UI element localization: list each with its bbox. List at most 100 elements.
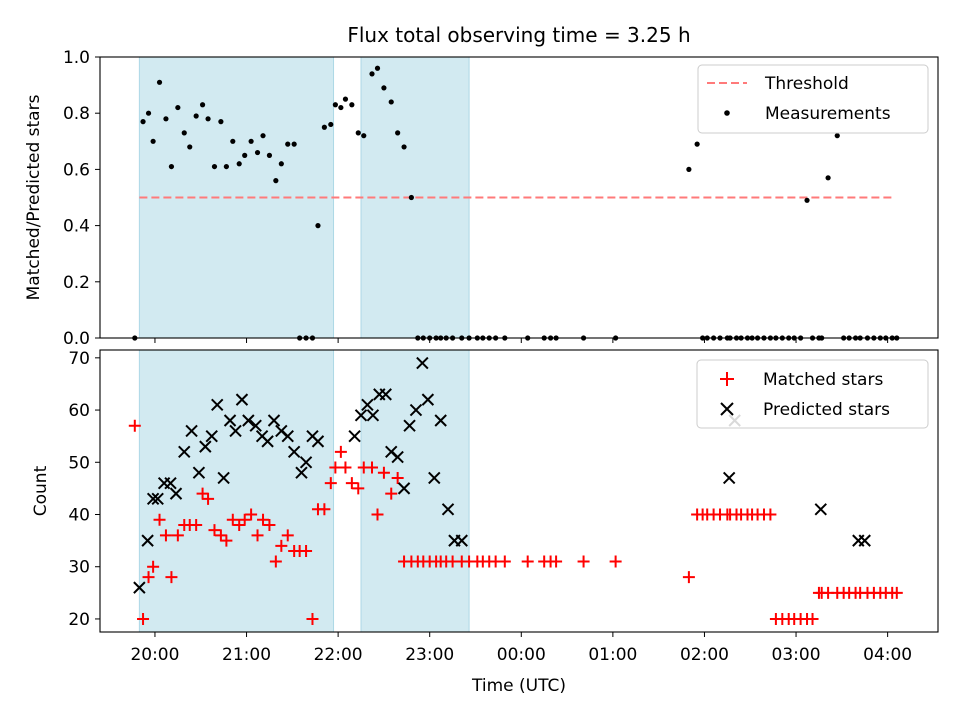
measurements-legend-label: Measurements <box>765 104 891 124</box>
measurement-point <box>834 133 840 139</box>
observing-windows <box>138 349 470 633</box>
predicted-star-point <box>416 356 429 370</box>
matched-star-point <box>281 529 294 542</box>
ratio-y-label: Matched/Predicted stars <box>24 94 44 300</box>
observing-window-band <box>360 349 470 633</box>
x-tick-label: 04:00 <box>863 645 912 665</box>
predicted-star-point <box>229 424 242 438</box>
measurement-point <box>408 194 414 201</box>
measurement-point <box>686 166 692 172</box>
measurement-point <box>254 149 261 156</box>
matched-star-point <box>233 518 246 531</box>
measurement-point <box>374 65 381 71</box>
measurement-point <box>140 119 146 125</box>
matched-star-point <box>366 461 379 474</box>
predicted-star-point <box>366 409 380 422</box>
measurement-point <box>694 141 700 147</box>
predicted-star-point <box>311 435 325 448</box>
y-tick-label: 50 <box>68 453 90 473</box>
matched-star-point <box>202 492 215 505</box>
predicted-legend-label: Predicted stars <box>763 400 890 420</box>
measurement-point <box>187 144 193 150</box>
measurement-point <box>328 121 334 128</box>
y-tick-label: 0.4 <box>63 217 90 237</box>
predicted-star-point <box>814 503 827 516</box>
predicted-star-point <box>722 471 736 485</box>
y-tick-label: 1.0 <box>63 48 90 68</box>
figure-title: Flux total observing time = 3.25 h <box>347 23 690 47</box>
count-legend-box <box>696 359 929 429</box>
measurement-point <box>163 116 169 122</box>
count-y-axis: 20 30 40 50 60 70 <box>68 349 100 630</box>
y-tick-label: 20 <box>68 610 90 630</box>
matched-star-point <box>306 612 319 625</box>
y-tick-label: 40 <box>68 506 90 526</box>
predicted-star-point <box>199 440 212 453</box>
ratio-legend: Threshold Measurements <box>697 64 929 134</box>
matched-star-point <box>300 545 313 558</box>
measurement-point <box>223 163 229 170</box>
count-legend: Matched stars Predicted stars <box>696 359 929 429</box>
count-marks <box>128 356 903 625</box>
predicted-star-point <box>361 398 374 412</box>
predicted-star-point <box>242 414 255 427</box>
count-plot-frame <box>99 349 939 633</box>
predicted-star-point <box>169 487 183 500</box>
threshold-legend-label: Threshold <box>764 74 849 94</box>
measurement-point <box>260 133 266 139</box>
predicted-star-point <box>354 409 368 422</box>
measurement-point <box>361 133 367 139</box>
matched-star-point <box>171 529 184 542</box>
matched-star-point <box>147 560 160 573</box>
x-tick-label: 21:00 <box>222 645 271 665</box>
predicted-star-point <box>421 393 435 406</box>
measurement-point <box>395 130 401 136</box>
measurement-point <box>211 163 218 170</box>
predicted-star-point <box>441 503 455 516</box>
measurement-point <box>248 138 254 144</box>
measurement-point <box>355 130 361 136</box>
measurement-point <box>230 138 236 144</box>
predicted-star-point <box>217 471 230 485</box>
measurement-point <box>168 163 175 170</box>
measurement-point <box>156 79 163 85</box>
measurement-point <box>285 141 291 147</box>
predicted-star-point <box>858 534 871 547</box>
measurement-point <box>278 161 284 167</box>
measurement-point <box>401 144 407 150</box>
measurement-point <box>369 71 375 77</box>
matched-legend-swatch <box>720 372 734 386</box>
matched-star-point <box>345 477 358 490</box>
measurement-point <box>205 116 211 122</box>
measurement-point <box>175 104 181 111</box>
predicted-star-point <box>403 419 416 432</box>
matched-star-point <box>159 529 172 542</box>
matched-star-point <box>137 612 150 625</box>
matched-star-point <box>806 612 819 625</box>
measurement-point <box>273 178 279 184</box>
matched-star-point <box>890 586 903 599</box>
matched-star-point <box>128 419 141 432</box>
predicted-star-point <box>434 414 447 427</box>
matched-star-point <box>352 482 365 495</box>
predicted-star-point <box>397 482 411 495</box>
matched-star-point <box>324 477 337 490</box>
x-tick-label: 22:00 <box>314 645 363 665</box>
x-tick-label: 23:00 <box>405 645 454 665</box>
matched-star-point <box>577 555 590 568</box>
measurement-point <box>804 197 810 203</box>
measurement-point <box>338 104 344 111</box>
y-tick-label: 30 <box>68 558 90 578</box>
predicted-legend-swatch <box>720 402 734 416</box>
matched-star-point <box>263 518 276 531</box>
predicted-star-point <box>391 450 404 464</box>
y-tick-label: 0.8 <box>63 104 90 124</box>
matched-star-point <box>208 524 221 537</box>
y-tick-label: 60 <box>68 401 90 421</box>
x-tick-label: 01:00 <box>588 645 637 665</box>
matched-star-point <box>196 487 209 500</box>
matched-star-point <box>142 571 155 584</box>
predicted-star-point <box>348 429 361 443</box>
measurement-point <box>181 130 187 136</box>
